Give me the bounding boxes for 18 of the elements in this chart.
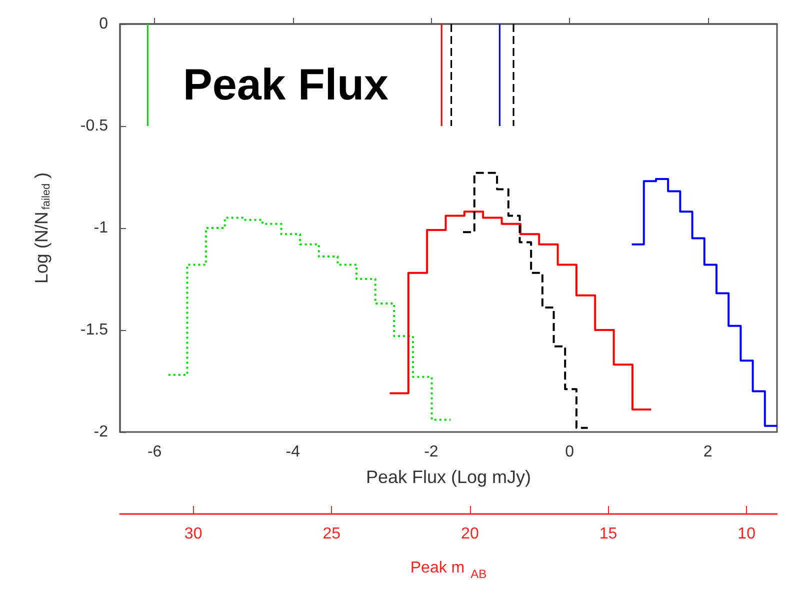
x-tick-label: -6	[147, 444, 162, 460]
x-axis-title: Peak Flux (Log mJy)	[366, 467, 532, 487]
y-tick-label: -1.5	[80, 322, 108, 338]
x2-tick-label: 20	[461, 526, 479, 542]
x2-tick-label: 10	[738, 526, 756, 542]
y-tick-label: 0	[99, 16, 108, 32]
x-tick-label: 0	[565, 444, 574, 460]
x2-tick-label: 25	[322, 526, 341, 542]
x-tick-label: -2	[424, 444, 438, 460]
x-tick-label: 2	[703, 444, 712, 460]
x2-tick-label: 15	[599, 526, 618, 542]
y-tick-label: -1	[94, 220, 108, 236]
y-axis-title: Log (N/Nfailed )	[32, 172, 52, 284]
y-tick-label: -2	[94, 424, 108, 440]
x-tick-label: -4	[286, 444, 300, 460]
text: Peak Flux	[183, 60, 389, 110]
x2-tick-label: 30	[184, 526, 202, 542]
y-tick-label: -0.5	[80, 118, 108, 134]
